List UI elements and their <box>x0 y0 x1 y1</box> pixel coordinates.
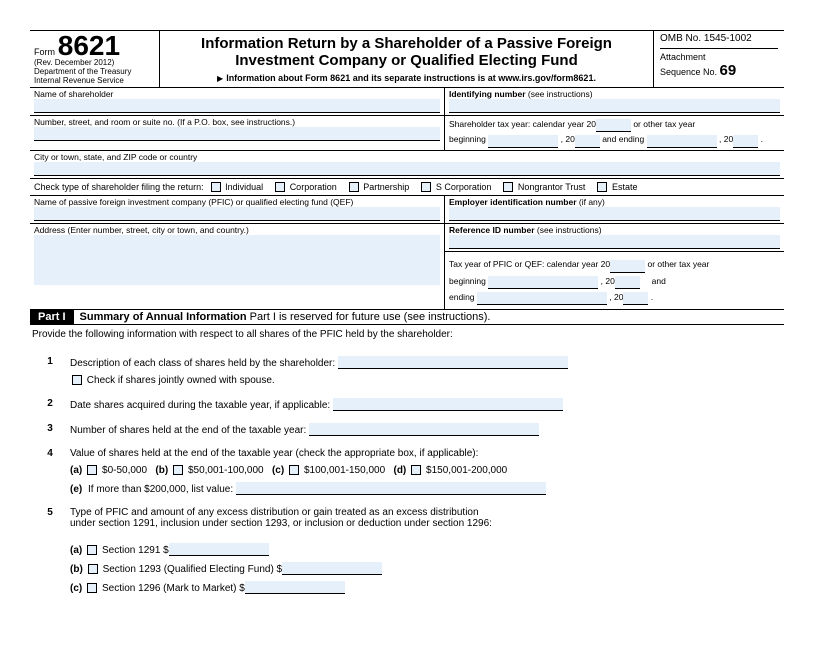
form-word: Form <box>34 47 55 57</box>
chk-4d[interactable] <box>411 465 421 475</box>
begin-input[interactable] <box>488 135 558 148</box>
refid-input[interactable] <box>449 235 780 249</box>
row-name-id: Name of shareholder Identifying number (… <box>30 88 784 116</box>
pfic-name-input[interactable] <box>34 207 440 221</box>
pfic-eyr-input[interactable] <box>623 292 648 305</box>
taxyear-block: Shareholder tax year: calendar year 20 o… <box>449 117 780 148</box>
addr-label: Number, street, and room or suite no. (I… <box>34 117 440 127</box>
row-checktype: Check type of shareholder filing the ret… <box>30 179 784 197</box>
ein-input[interactable] <box>449 207 780 221</box>
omb-no: OMB No. 1545-1002 <box>660 33 778 48</box>
end-input[interactable] <box>647 135 717 148</box>
row-city: City or town, state, and ZIP code or cou… <box>30 151 784 179</box>
row-addr-taxyear: Number, street, and room or suite no. (I… <box>30 116 784 151</box>
attachment: Attachment Sequence No. 69 <box>660 48 778 79</box>
pfic-addr-label: Address (Enter number, street, city or t… <box>34 225 440 235</box>
q5c-input[interactable] <box>245 581 345 594</box>
chk-individual[interactable] <box>211 182 221 192</box>
chk-5b[interactable] <box>88 564 98 574</box>
addr-input[interactable] <box>34 127 440 141</box>
chk-5a[interactable] <box>87 545 97 555</box>
form-8621: Form 8621 (Rev. December 2012) Departmen… <box>30 30 784 594</box>
city-label: City or town, state, and ZIP code or cou… <box>34 152 780 162</box>
pfic-begin-input[interactable] <box>488 276 598 289</box>
id-label: Identifying number (see instructions) <box>449 89 780 99</box>
header-left: Form 8621 (Rev. December 2012) Departmen… <box>30 31 160 87</box>
byr-input[interactable] <box>575 135 600 148</box>
chk-partnership[interactable] <box>349 182 359 192</box>
city-input[interactable] <box>34 162 780 176</box>
item-2: 2 Date shares acquired during the taxabl… <box>30 398 784 411</box>
name-label: Name of shareholder <box>34 89 440 99</box>
checktype-label: Check type of shareholder filing the ret… <box>34 182 204 192</box>
dept: Department of the Treasury <box>34 67 155 76</box>
part1-title: Summary of Annual Information <box>80 311 247 323</box>
pfic-addr-input[interactable] <box>34 235 440 285</box>
q2-input[interactable] <box>333 398 563 411</box>
pfic-byr-input[interactable] <box>615 276 640 289</box>
title-line2: Investment Company or Qualified Electing… <box>168 52 645 69</box>
ein-label: Employer identification number (if any) <box>449 197 780 207</box>
q5a-input[interactable] <box>169 543 269 556</box>
title-line1: Information Return by a Shareholder of a… <box>168 35 645 52</box>
chk-4c[interactable] <box>289 465 299 475</box>
chk-joint[interactable] <box>72 375 82 385</box>
form-header: Form 8621 (Rev. December 2012) Departmen… <box>30 30 784 88</box>
q5b-input[interactable] <box>282 562 382 575</box>
part1-label: Part I <box>30 310 74 324</box>
header-center: Information Return by a Shareholder of a… <box>160 31 654 87</box>
header-right: OMB No. 1545-1002 Attachment Sequence No… <box>654 31 784 87</box>
pfic-end-input[interactable] <box>477 292 607 305</box>
irs: Internal Revenue Service <box>34 76 155 85</box>
q1-input[interactable] <box>338 356 568 369</box>
form-number: 8621 <box>58 30 120 61</box>
chk-4b[interactable] <box>173 465 183 475</box>
pfic-calyear-input[interactable] <box>610 260 645 273</box>
pfic-taxyear-block: Tax year of PFIC or QEF: calendar year 2… <box>445 252 784 308</box>
row-pficaddr-refid: Address (Enter number, street, city or t… <box>30 224 784 309</box>
chk-scorp[interactable] <box>421 182 431 192</box>
id-input[interactable] <box>449 99 780 113</box>
eyr-input[interactable] <box>733 135 758 148</box>
chk-4a[interactable] <box>87 465 97 475</box>
pfic-name-label: Name of passive foreign investment compa… <box>34 197 440 207</box>
item-1: 1 Description of each class of shares he… <box>30 356 784 386</box>
calyear-input[interactable] <box>596 119 631 132</box>
refid-label: Reference ID number (see instructions) <box>449 225 780 235</box>
item-3: 3 Number of shares held at the end of th… <box>30 423 784 436</box>
part1-intro: Provide the following information with r… <box>30 325 784 344</box>
chk-nongrantor[interactable] <box>503 182 513 192</box>
q3-input[interactable] <box>309 423 539 436</box>
name-input[interactable] <box>34 99 440 113</box>
row-pficname-ein: Name of passive foreign investment compa… <box>30 196 784 224</box>
item-4: 4 Value of shares held at the end of the… <box>30 448 784 495</box>
part1-header: Part I Summary of Annual Information Part… <box>30 310 784 325</box>
chk-5c[interactable] <box>87 583 97 593</box>
subtitle: Information about Form 8621 and its sepa… <box>168 73 645 83</box>
q4e-input[interactable] <box>236 482 546 495</box>
rev-date: (Rev. December 2012) <box>34 58 155 67</box>
chk-corporation[interactable] <box>275 182 285 192</box>
part1-note: Part I is reserved for future use (see i… <box>247 311 491 323</box>
chk-estate[interactable] <box>597 182 607 192</box>
item-5: 5 Type of PFIC and amount of any excess … <box>30 507 784 594</box>
